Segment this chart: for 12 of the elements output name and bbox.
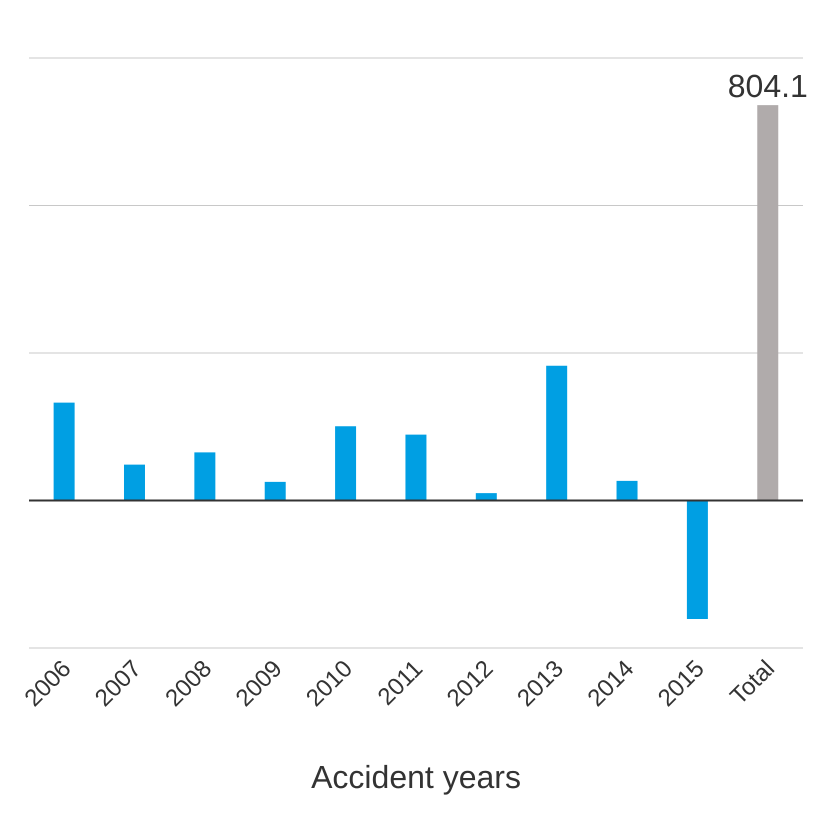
bar — [757, 105, 778, 500]
data-label: 804.1 — [728, 68, 808, 104]
bar — [686, 500, 708, 619]
bar — [54, 402, 75, 500]
bar — [194, 452, 216, 500]
bar — [405, 434, 426, 500]
bar — [124, 464, 145, 500]
x-axis-title: Accident years — [311, 759, 521, 795]
bar — [546, 366, 568, 500]
bar — [616, 480, 638, 500]
bar — [335, 426, 356, 500]
bar — [264, 482, 286, 500]
